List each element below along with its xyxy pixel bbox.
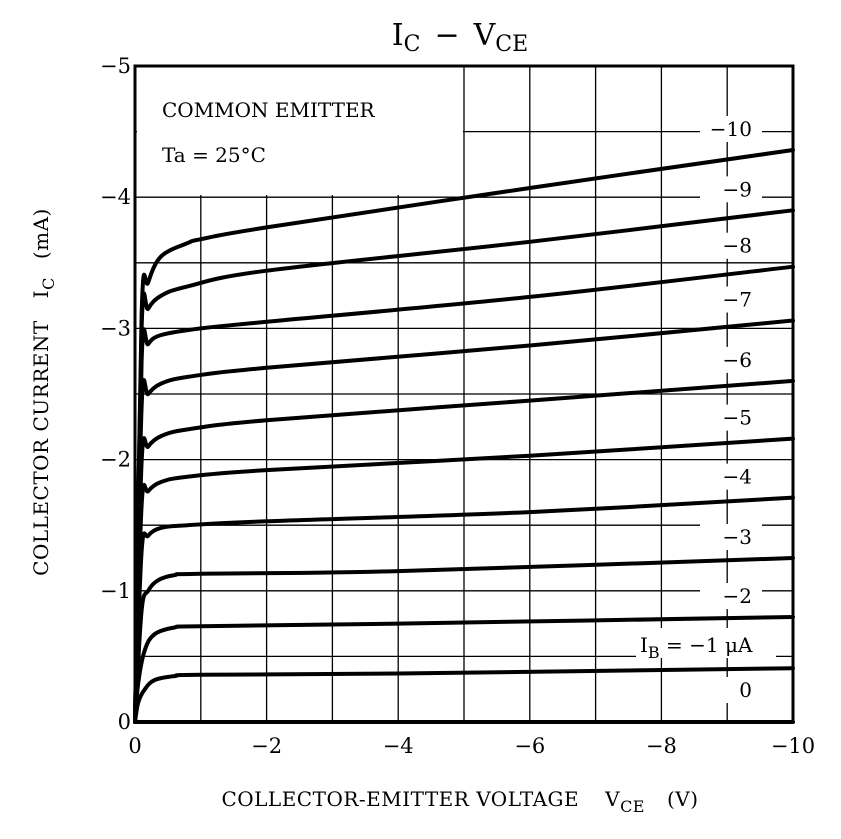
series-label-background [700,677,762,703]
series-label-background [700,286,762,313]
y-axis-title: COLLECTOR CURRENTIC(mA) [29,208,58,576]
annotation-box [137,67,463,195]
plot-frame [133,64,795,724]
x-tick-label: −10 [771,734,815,758]
series-label-7: −7 [723,288,752,312]
annotation-common-emitter: COMMON EMITTER [162,98,376,122]
series-label-6: −6 [723,348,752,372]
x-axis-title: COLLECTOR-EMITTER VOLTAGE VCE (V) [221,787,698,816]
y-tick-label: 0 [118,710,131,734]
series-label-background [700,583,762,610]
series-curve-3 [133,556,795,724]
series-label-background [700,176,762,203]
series-curve-1 [133,666,795,724]
series-label-10: −10 [710,117,752,141]
series-label-4: −4 [723,465,752,489]
x-tick-label: 0 [128,734,141,758]
y-tick-label: −3 [100,316,131,340]
chart-title: IC − VCE [392,18,528,57]
y-tick-label: −2 [100,448,131,472]
series-curve-2 [133,615,795,724]
series-label-9: −9 [723,177,752,201]
annotation-temperature: Ta = 25°C [162,143,266,167]
series-labels: 0 −2 −3 −4 −5 −6 −7 −8 −9 −10 [700,115,762,703]
series-label-8: −8 [723,234,752,258]
x-tick-label: −2 [251,734,282,758]
y-tick-label: −1 [100,579,131,603]
series-label-5: −5 [723,406,752,430]
series-label-background [700,115,762,142]
ib-series-label: IB = −1 μA [640,633,753,662]
series-label-background [700,346,762,373]
series-label-3: −3 [723,525,752,549]
series-label-2: −2 [723,584,752,608]
series-curve-10 [133,148,795,724]
series-label-background [700,524,762,550]
y-tick-label: −5 [100,54,131,78]
x-tick-label: −8 [646,734,677,758]
series-label-background [700,232,762,259]
series-label-background [700,463,762,490]
y-tick-label: −4 [100,185,131,209]
x-tick-label: −6 [514,734,545,758]
ib-label-background [636,628,776,658]
x-tick-label: −4 [383,734,414,758]
tick-labels: 0 −2 −4 −6 −8 −10 0 −1 −2 −3 −4 −5 [100,54,815,758]
series-label-background [700,404,762,431]
series-label-0: 0 [739,678,752,702]
